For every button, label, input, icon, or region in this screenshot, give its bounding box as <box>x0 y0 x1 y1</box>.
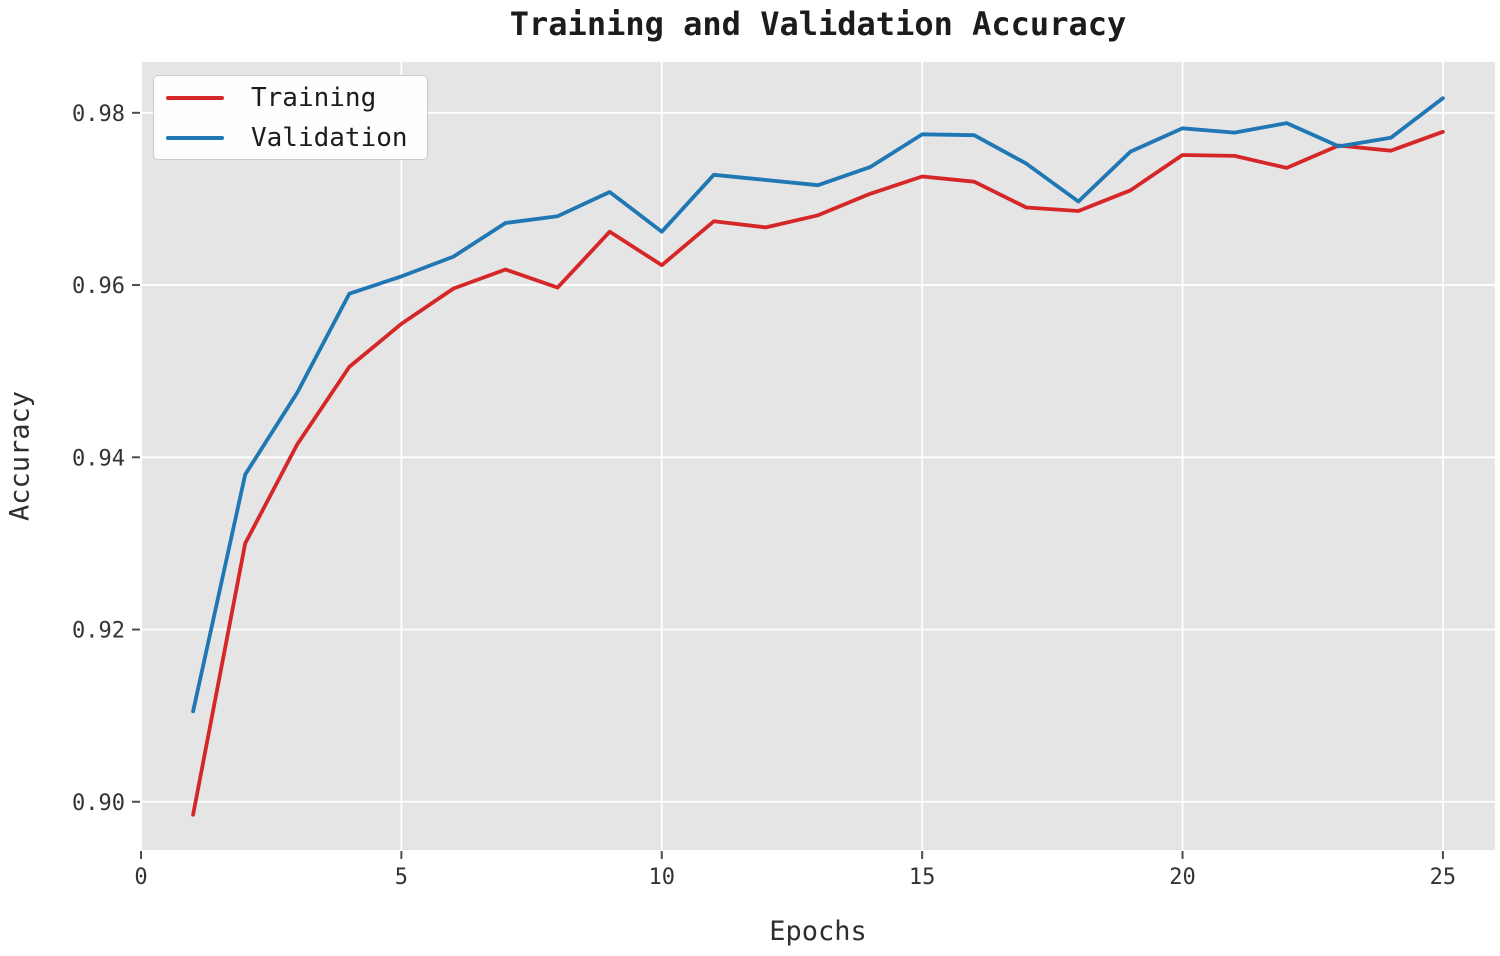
x-axis-label: Epochs <box>769 916 867 947</box>
plot-area <box>141 62 1495 850</box>
legend-label-training: Training <box>251 82 377 113</box>
svg-text:25: 25 <box>1430 865 1457 890</box>
series-lines <box>191 96 1445 817</box>
legend-label-validation: Validation <box>251 122 408 153</box>
training-line <box>191 129 1445 817</box>
legend-item-validation: Validation <box>154 120 427 156</box>
chart-title: Training and Validation Accuracy <box>509 5 1127 43</box>
training-line-swatch <box>166 95 224 100</box>
tick-marks <box>132 111 1444 859</box>
svg-text:10: 10 <box>649 865 676 890</box>
validation-line-swatch <box>166 135 224 140</box>
svg-text:0.96: 0.96 <box>72 274 125 299</box>
svg-text:0.92: 0.92 <box>72 619 125 644</box>
validation-line <box>191 96 1445 714</box>
svg-text:0.90: 0.90 <box>72 791 125 816</box>
svg-text:0: 0 <box>134 865 147 890</box>
svg-text:0.98: 0.98 <box>72 102 125 127</box>
tick-labels: 0 5 10 15 20 25 0.90 0.92 0.94 0.96 0.98 <box>72 102 1456 890</box>
svg-text:15: 15 <box>909 865 936 890</box>
legend-item-training: Training <box>154 80 427 116</box>
gridlines <box>140 62 1495 850</box>
svg-text:5: 5 <box>395 865 408 890</box>
svg-text:20: 20 <box>1169 865 1196 890</box>
svg-text:0.94: 0.94 <box>72 446 125 471</box>
legend: Training Validation <box>153 75 428 160</box>
